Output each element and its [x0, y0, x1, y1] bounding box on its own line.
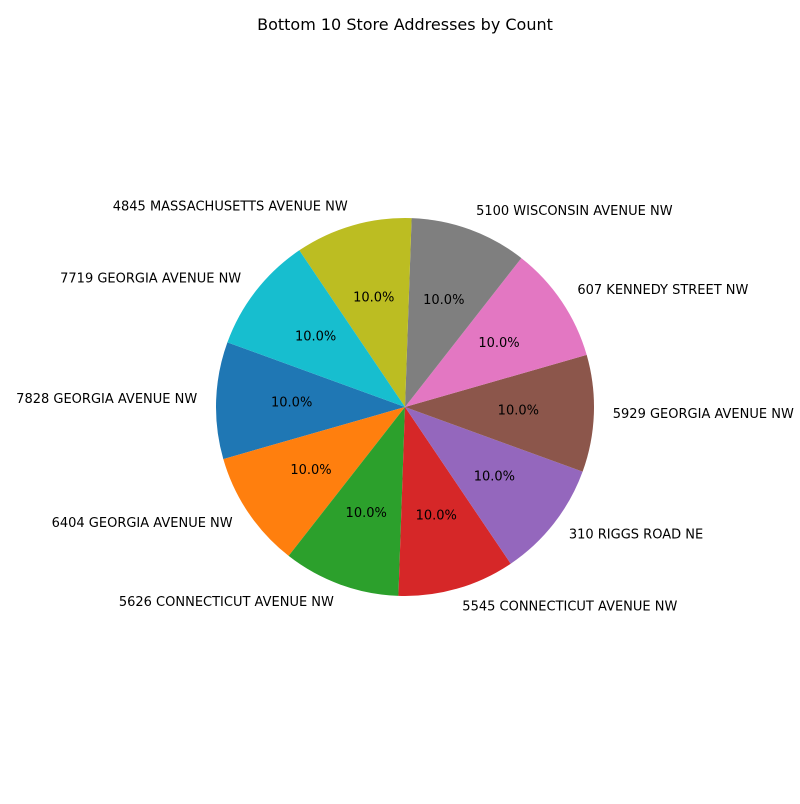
pie-slice-1 — [215, 342, 405, 460]
slice-category-label: 607 KENNEDY STREET NW — [577, 283, 748, 298]
slice-category-label: 310 RIGGS ROAD NE — [569, 527, 703, 542]
slice-percent-label: 10.0% — [474, 469, 515, 484]
pie-slice-8 — [405, 218, 522, 407]
slice-category-label: 4845 MASSACHUSETTS AVENUE NW — [113, 200, 348, 215]
slice-percent-label: 10.0% — [478, 336, 519, 351]
pie-slices — [215, 218, 594, 597]
slice-percent-label: 10.0% — [353, 290, 394, 305]
pie-slice-4 — [398, 407, 511, 597]
slice-category-label: 5545 CONNECTICUT AVENUE NW — [462, 599, 677, 614]
slice-percent-label: 10.0% — [498, 403, 539, 418]
pie-slice-6 — [405, 354, 594, 472]
slice-category-label: 7828 GEORGIA AVENUE NW — [16, 392, 197, 407]
slice-category-label: 6404 GEORGIA AVENUE NW — [52, 516, 233, 531]
pie-slice-2 — [223, 407, 405, 556]
pie-slice-5 — [405, 407, 583, 564]
chart-title: Bottom 10 Store Addresses by Count — [257, 15, 553, 34]
pie-labels: 7828 GEORGIA AVENUE NW 10.0% 6404 GEORGIA … — [16, 200, 794, 615]
slice-percent-label: 10.0% — [346, 506, 387, 521]
slice-percent-label: 10.0% — [295, 330, 336, 345]
slice-category-label: 7719 GEORGIA AVENUE NW — [60, 272, 241, 287]
slice-category-label: 5100 WISCONSIN AVENUE NW — [476, 204, 673, 219]
slice-percent-label: 10.0% — [423, 293, 464, 308]
pie-slice-9 — [299, 218, 412, 407]
pie-slice-7 — [405, 258, 587, 407]
slice-percent-label: 10.0% — [416, 509, 457, 524]
slice-percent-label: 10.0% — [271, 396, 312, 411]
slice-category-label: 5929 GEORGIA AVENUE NW — [613, 407, 794, 422]
slice-category-label: 5626 CONNECTICUT AVENUE NW — [119, 595, 334, 610]
pie-slice-10 — [227, 250, 405, 407]
pie-slice-3 — [288, 407, 405, 596]
slice-percent-label: 10.0% — [290, 463, 331, 478]
